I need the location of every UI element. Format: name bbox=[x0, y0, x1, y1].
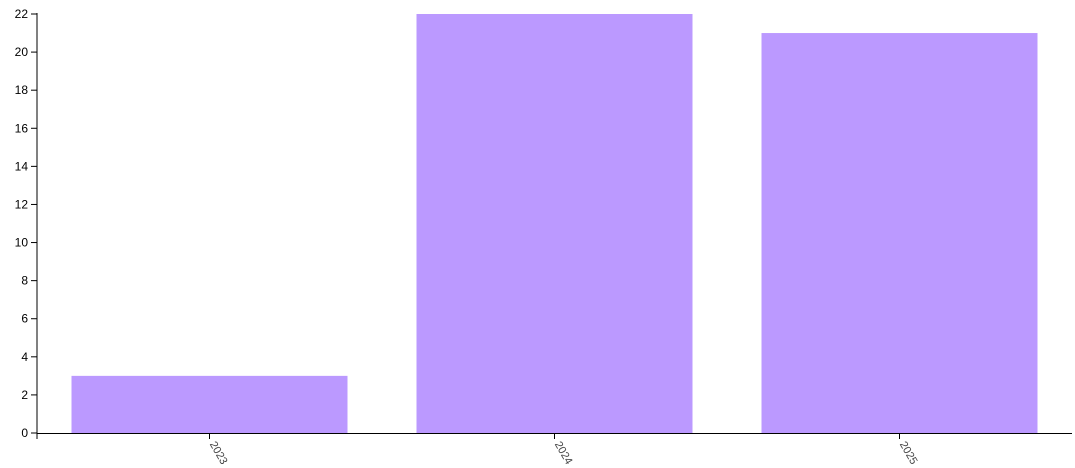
x-tick-label: 2024 bbox=[552, 440, 575, 467]
y-tick-label: 10 bbox=[15, 236, 29, 250]
x-axis: 2023 2024 2025 bbox=[37, 433, 1072, 467]
y-tick-label: 4 bbox=[21, 350, 28, 364]
bar-2023 bbox=[71, 375, 348, 433]
x-tick-label: 2025 bbox=[897, 440, 920, 467]
y-tick-label: 20 bbox=[15, 45, 29, 59]
y-tick-label: 2 bbox=[21, 388, 28, 402]
bar-2024 bbox=[416, 14, 693, 433]
y-axis: 0 2 4 6 8 10 12 14 16 18 20 22 bbox=[15, 7, 38, 440]
y-tick-label: 14 bbox=[15, 159, 29, 173]
y-tick-label: 18 bbox=[15, 83, 29, 97]
y-tick-label: 6 bbox=[21, 312, 28, 326]
y-tick-label: 22 bbox=[15, 7, 29, 21]
y-tick-label: 16 bbox=[15, 121, 29, 135]
y-tick-label: 0 bbox=[21, 426, 28, 440]
y-tick-label: 12 bbox=[15, 197, 29, 211]
bar-2025 bbox=[761, 33, 1038, 433]
y-tick-label: 8 bbox=[21, 274, 28, 288]
x-tick-label: 2023 bbox=[207, 440, 230, 467]
bars-layer bbox=[71, 14, 1038, 433]
